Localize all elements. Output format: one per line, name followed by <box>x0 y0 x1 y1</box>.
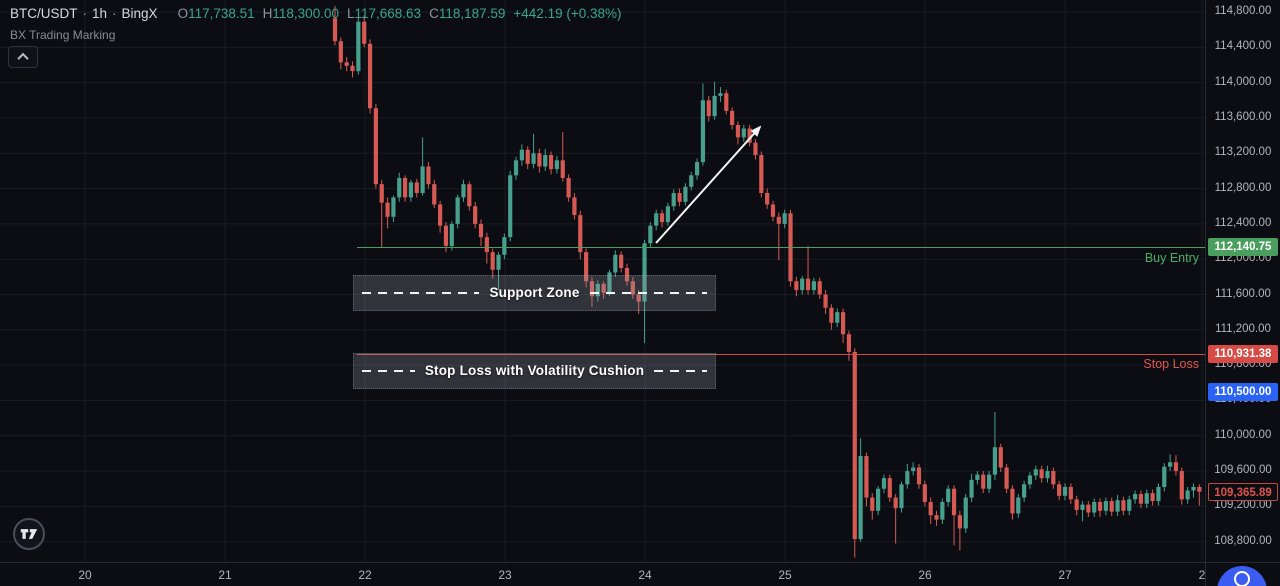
time-tick: 2 <box>1198 568 1206 582</box>
dashed-line <box>362 369 415 372</box>
chevron-up-icon <box>17 52 29 65</box>
time-axis[interactable]: 20 21 22 23 24 25 26 27 2 <box>0 562 1205 586</box>
high-value: 118,300.00 <box>272 6 339 21</box>
price-tick: 112,400.00 <box>1214 216 1272 229</box>
legend-collapse-button[interactable] <box>8 46 38 68</box>
price-tick: 109,200.00 <box>1214 499 1272 512</box>
stop-loss-line[interactable] <box>357 354 1205 355</box>
separator: · <box>82 6 88 21</box>
exchange-label: BingX <box>121 6 158 21</box>
price-tick: 112,800.00 <box>1214 181 1272 194</box>
stop-loss-price-label[interactable]: 110,931.38 <box>1208 344 1278 363</box>
tradingview-logo-icon <box>20 529 38 539</box>
symbol-title[interactable]: BTC/USDT <box>10 6 78 21</box>
dashed-line <box>654 369 708 372</box>
close-key: C <box>429 6 439 21</box>
price-axis[interactable]: 114,800.00 114,400.00 114,000.00 113,600.00… <box>1205 0 1280 562</box>
time-tick: 25 <box>778 568 792 582</box>
price-tick: 114,800.00 <box>1214 5 1272 17</box>
time-tick: 20 <box>78 568 92 582</box>
price-tick: 113,200.00 <box>1214 146 1272 159</box>
interval-label[interactable]: 1h <box>92 6 108 21</box>
change-value: +442.19 (+0.38%) <box>513 6 622 21</box>
support-zone-box[interactable]: Support Zone <box>353 274 716 311</box>
last-price-label: 109,365.89 <box>1208 482 1278 501</box>
high-key: H <box>262 6 273 21</box>
close-value: 118,187.59 <box>438 6 506 21</box>
price-tick: 114,400.00 <box>1214 40 1272 53</box>
buy-entry-line[interactable] <box>357 247 1205 248</box>
candlestick-chart[interactable] <box>0 0 1205 562</box>
time-tick: 23 <box>498 568 512 582</box>
dashed-line <box>362 291 480 294</box>
chat-icon <box>1234 571 1250 586</box>
low-key: L <box>346 6 355 21</box>
time-tick: 21 <box>218 568 232 582</box>
separator: · <box>112 6 117 21</box>
stop-loss-zone-label: Stop Loss with Volatility Cushion <box>424 363 645 379</box>
price-tick: 111,200.00 <box>1215 322 1271 335</box>
time-tick: 26 <box>918 568 932 582</box>
tradingview-logo[interactable] <box>13 518 45 550</box>
buy-entry-caption[interactable]: Buy Entry <box>1144 250 1199 265</box>
chart-legend: BTC/USDT · 1h · BingX O117,738.51 H118,300.00 L… <box>8 6 622 68</box>
price-tick: 109,600.00 <box>1214 464 1272 477</box>
time-tick: 22 <box>358 568 372 582</box>
price-tick: 111,600.00 <box>1215 287 1271 300</box>
low-value: 117,668.63 <box>354 6 422 21</box>
stop-loss-zone-box[interactable]: Stop Loss with Volatility Cushion <box>353 352 716 389</box>
ohlc-values: O117,738.51 H118,300.00 L117,668.63 C118,18… <box>170 6 622 21</box>
time-tick: 24 <box>638 568 652 582</box>
price-tick: 114,000.00 <box>1214 75 1272 88</box>
buy-entry-price-label[interactable]: 112,140.75 <box>1208 237 1278 256</box>
alert-price-label[interactable]: 110,500.00 <box>1208 382 1278 401</box>
open-value: 117,738.51 <box>188 6 255 21</box>
chart-pane[interactable]: Support Zone Stop Loss with Volatility C… <box>0 0 1205 562</box>
symbol-row: BTC/USDT · 1h · BingX O117,738.51 H118,300.00 L… <box>10 6 622 21</box>
price-tick: 110,000.00 <box>1214 428 1272 441</box>
price-tick: 113,600.00 <box>1214 110 1272 123</box>
stop-loss-caption[interactable]: Stop Loss <box>1143 356 1199 371</box>
support-zone-label: Support Zone <box>489 285 580 301</box>
price-tick: 108,800.00 <box>1214 534 1272 547</box>
time-tick: 27 <box>1058 568 1072 582</box>
open-key: O <box>177 6 189 21</box>
indicator-label[interactable]: BX Trading Marking <box>10 28 116 42</box>
dashed-line <box>589 291 708 294</box>
